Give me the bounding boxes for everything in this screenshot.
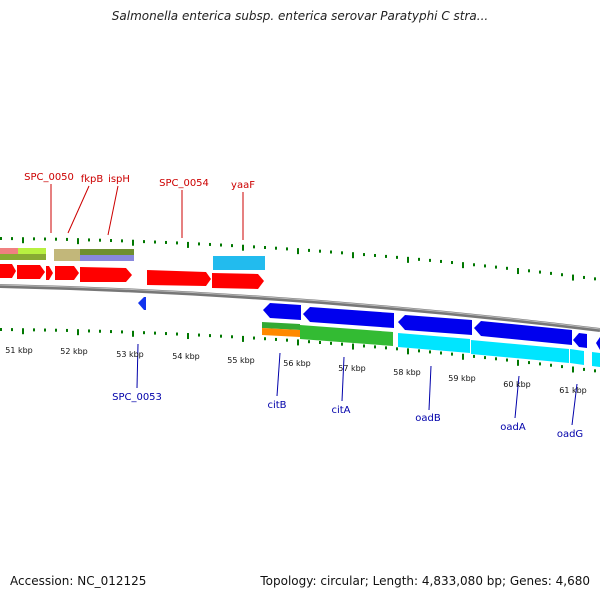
forward-feature-track [0, 248, 265, 289]
cog-bar-olive [0, 254, 46, 260]
gene-label-oadA[interactable]: oadA [500, 422, 526, 433]
gene-label-yaaF[interactable]: yaaF [231, 180, 255, 191]
gene-arrow-fwd [80, 267, 132, 282]
gene-label-SPC_0053[interactable]: SPC_0053 [112, 392, 162, 403]
cog-bar-darkolive [80, 249, 134, 255]
scale-label: 60 kbp [503, 380, 531, 389]
scale-label: 51 kbp [5, 346, 33, 355]
cog-bar-pink [0, 248, 18, 254]
gene-arrow-rev [474, 321, 572, 345]
map-title: Salmonella enterica subsp. enterica sero… [111, 9, 489, 23]
gene-arrow-rev [398, 315, 472, 335]
reverse-gene-labels: SPC_0053 citB citA oadB oadA oadG [112, 343, 583, 440]
gene-arrow-rev [263, 303, 301, 320]
cog-bar-khaki [54, 249, 80, 261]
scale-labels: 51 kbp 52 kbp 53 kbp 54 kbp 55 kbp 56 kb… [5, 346, 587, 395]
gene-label-fkpB[interactable]: fkpB [81, 174, 104, 185]
cog-bar-cyan [592, 352, 600, 367]
cog-bar-green [300, 325, 393, 346]
genome-summary-text: Topology: circular; Length: 4,833,080 bp… [260, 574, 590, 588]
cog-bar-sky [213, 256, 265, 270]
scale-label: 59 kbp [448, 374, 476, 383]
gene-arrow-fwd [55, 266, 79, 280]
cog-bar-orange [262, 328, 300, 337]
scale-label: 56 kbp [283, 359, 311, 368]
scale-label: 55 kbp [227, 356, 255, 365]
scale-label: 54 kbp [172, 352, 200, 361]
lower-tick-row [0, 328, 596, 373]
gene-arrow-fwd [17, 265, 45, 279]
gene-label-oadB[interactable]: oadB [415, 413, 441, 424]
gene-label-oadG[interactable]: oadG [557, 429, 583, 440]
gene-label-citB[interactable]: citB [267, 400, 286, 411]
cog-bar-lime [18, 248, 46, 254]
forward-gene-labels: SPC_0050 fkpB ispH SPC_0054 yaaF [24, 172, 255, 240]
cog-bar-cyan [570, 349, 584, 365]
scale-label: 52 kbp [60, 347, 88, 356]
scale-label: 61 kbp [559, 386, 587, 395]
upper-tick-row [0, 237, 596, 281]
gene-label-SPC_0054[interactable]: SPC_0054 [159, 178, 209, 189]
gene-arrow-fwd [147, 270, 211, 286]
gene-arrow-fwd [212, 273, 264, 289]
gene-label-ispH[interactable]: ispH [108, 174, 130, 185]
gene-label-citA[interactable]: citA [331, 405, 350, 416]
cog-bar-cyan [398, 333, 470, 353]
cog-bar-cyan [471, 340, 569, 363]
accession-text: Accession: NC_012125 [10, 574, 147, 588]
gene-arrow-rev [303, 307, 394, 328]
scale-label: 58 kbp [393, 368, 421, 377]
genome-backbone [0, 284, 600, 332]
reverse-feature-track [138, 297, 600, 367]
gene-arrow-rev [138, 297, 146, 310]
gene-arrow-rev [573, 333, 587, 348]
gene-label-SPC_0050[interactable]: SPC_0050 [24, 172, 74, 183]
scale-label: 53 kbp [116, 350, 144, 359]
cog-bar-green [262, 322, 300, 330]
gene-arrow-rev [596, 337, 600, 350]
gene-arrow-fwd [46, 266, 53, 280]
scale-label: 57 kbp [338, 364, 366, 373]
cog-bar-lavender [80, 255, 134, 261]
gene-arrow-fwd [0, 264, 16, 278]
